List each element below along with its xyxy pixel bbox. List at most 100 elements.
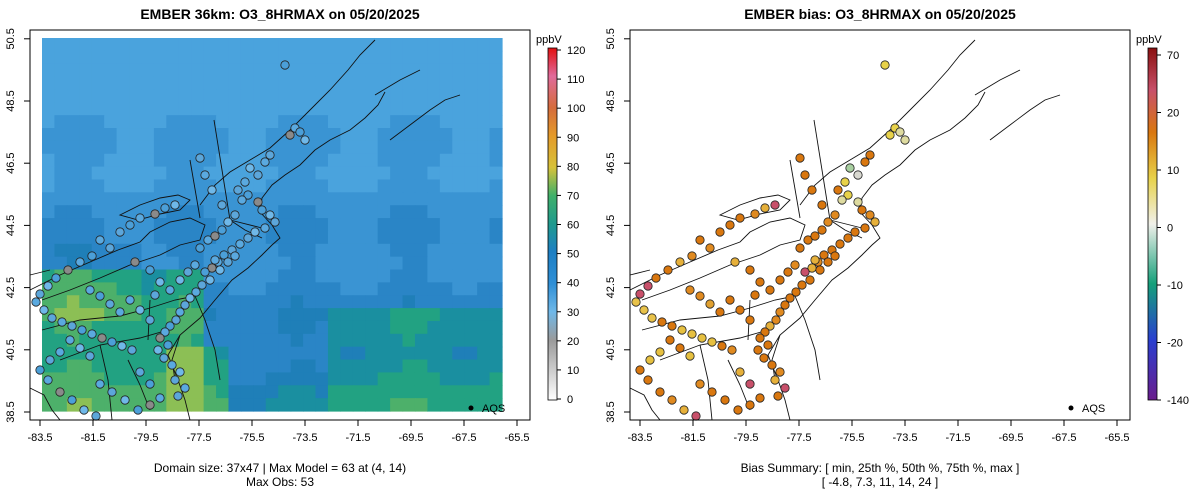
x-tick-label: -77.5 [186,432,211,444]
aqs-site-point [257,205,267,215]
bias-site-point [645,355,655,365]
bias-site-point [750,209,760,219]
aqs-site-point [77,325,87,335]
aqs-site-point [210,255,220,265]
bias-site-point [760,327,770,337]
bias-site-point [807,185,817,195]
bias-site-point [735,213,745,223]
x-tick-label: -73.5 [292,432,317,444]
colorbar-tick-label: -10 [1167,280,1183,292]
bias-site-point [717,341,727,351]
bias-footer-line2: [ -4.8, 7.3, 11, 14, 24 ] [821,475,939,489]
bias-site-point [687,329,697,339]
bias-site-point [695,379,705,389]
bias-site-point [631,297,641,307]
colorbar-tick-label: 10 [567,365,579,377]
bias-site-point [773,391,783,401]
aqs-site-point [191,287,201,297]
bias-site-point [643,375,653,385]
bias-site-point [635,289,645,299]
bias-site-point [707,337,717,347]
y-tick-label: 46.5 [605,152,617,173]
y-tick-label: 38.5 [605,401,617,422]
aqs-legend-label: AQS [482,403,505,415]
aqs-site-point [55,347,65,357]
state-borders [29,39,461,421]
bias-site-point [853,197,863,207]
aqs-site-point [200,267,210,277]
aqs-site-point [63,265,73,275]
bias-site-point [785,293,795,303]
aqs-site-point [91,411,101,421]
bias-site-point [691,411,701,421]
bias-site-point [775,367,785,377]
aqs-site-point [87,251,97,261]
aqs-site-point [165,321,175,331]
y-tick-label: 40.5 [5,339,17,360]
bias-site-point [800,267,810,277]
bias-site-point [730,257,740,267]
bias-site-point [810,255,820,265]
aqs-site-point [215,265,225,275]
x-axis-ticks: -83.5 -81.5 -79.5 -77.5 -75.5 -73.5 -71.5 -69.5… [27,420,530,444]
bias-site-point [767,360,777,370]
aqs-site-point [175,307,185,317]
colorbar-tick-label: 20 [1167,108,1179,120]
bias-site-point [840,177,850,187]
aqs-site-point [180,300,190,310]
aqs-site-point [243,233,253,243]
x-tick-label: -65.5 [1104,432,1129,444]
y-axis-ticks: 38.5 40.5 42.5 44.5 46.5 48.5 50.5 [605,28,630,423]
x-tick-label: -77.5 [786,432,811,444]
aqs-site-point [170,200,180,210]
aqs-site-point [240,177,250,187]
x-tick-label: -69.5 [998,432,1023,444]
aqs-site-point [175,367,185,377]
bias-site-point [775,307,785,317]
aqs-site-point [85,351,95,361]
aqs-site-point [203,235,213,245]
aqs-site-point [230,210,240,220]
x-tick-label: -69.5 [398,432,423,444]
bias-site-point [655,387,665,397]
aqs-site-point [45,355,55,365]
aqs-site-point [117,341,127,351]
bias-site-point [647,313,657,323]
bias-site-point [745,400,755,410]
aqs-site-point [153,345,163,355]
aqs-site-point [39,305,49,315]
x-tick-label: -79.5 [133,432,158,444]
model-footer-line2: Max Obs: 53 [245,475,315,489]
aqs-site-point [260,223,270,233]
bias-site-point [770,375,780,385]
bias-colorbar-unit: ppbV [1136,34,1162,46]
aqs-site-point [79,405,89,415]
bias-site-point [677,325,687,335]
x-tick-label: -75.5 [839,432,864,444]
aqs-site-point [105,243,115,253]
model-panel: EMBER 36km: O3_8HRMAX on 05/20/2025 -83.… [5,6,585,489]
aqs-site-point [145,379,155,389]
bias-panel: EMBER bias: O3_8HRMAX on 05/20/2025 -83.… [600,0,1200,502]
aqs-site-point [185,293,195,303]
aqs-site-point [150,209,160,219]
bias-site-point [685,351,695,361]
aqs-site-point [270,217,280,227]
x-tick-label: -67.5 [1051,432,1076,444]
aqs-site-point [223,257,233,267]
aqs-site-point [155,333,165,343]
bias-site-point [667,395,677,405]
aqs-site-point [159,353,169,363]
aqs-site-point [200,170,210,180]
aqs-site-point [55,387,65,397]
aqs-site-point [195,153,205,163]
bias-site-point [755,333,765,343]
bias-site-point [675,343,685,353]
bias-site-point [745,265,755,275]
model-map: -83.5 -81.5 -79.5 -77.5 -75.5 -73.5 -71.5 -69.5… [5,28,585,444]
aqs-site-point [51,273,61,283]
bias-site-point [870,217,880,227]
colorbar-tick-label: 20 [567,336,579,348]
y-tick-label: 38.5 [5,401,17,422]
aqs-site-point [125,295,135,305]
